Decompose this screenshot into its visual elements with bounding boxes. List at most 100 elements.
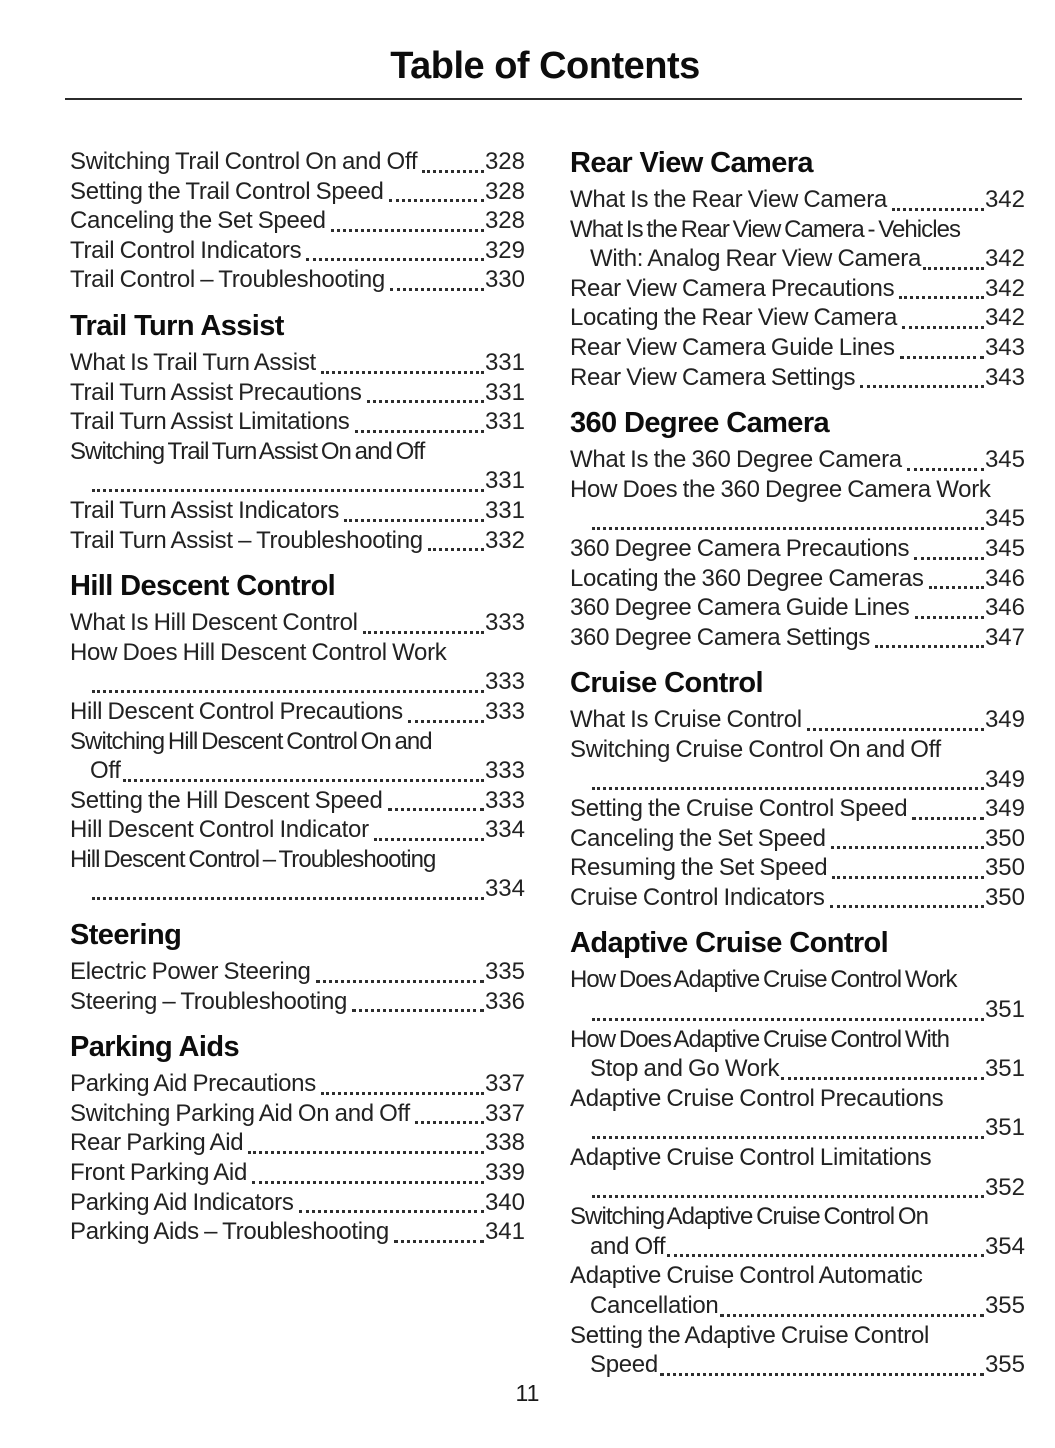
toc-entry-line: Parking Aid Indicators 340 — [70, 1188, 525, 1218]
entry-title: Locating the 360 Degree Cameras — [570, 564, 924, 592]
entry-page-number: 331 — [484, 467, 525, 495]
toc-entry-line: What Is the 360 Degree Camera 345 — [570, 445, 1025, 475]
entry-page-number: 349 — [984, 765, 1025, 793]
section-entries: Switching Trail Control On and Off 328 S… — [70, 147, 525, 295]
entry-page-number: 337 — [484, 1099, 525, 1127]
entry-title: 360 Degree Camera Settings — [570, 623, 871, 651]
section-heading: Rear View Camera — [570, 147, 814, 179]
dot-leader — [875, 645, 984, 649]
dot-leader — [352, 1009, 484, 1013]
toc-entry-line: Hill Descent Control – Troubleshooting — [70, 845, 525, 875]
entry-title: What Is Cruise Control — [570, 706, 802, 734]
toc-entry-line: With: Analog Rear View Camera 342 — [570, 244, 1025, 274]
toc-entry-line: Adaptive Cruise Control Automatic — [570, 1261, 1025, 1291]
entry-page-number: 328 — [484, 177, 525, 205]
entry-title: Trail Turn Assist Indicators — [70, 496, 340, 524]
entry-page-number: 328 — [484, 207, 525, 235]
entry-title: Rear View Camera Settings — [570, 363, 856, 391]
entry-page-number: 333 — [484, 757, 525, 785]
entry-page-number: 342 — [984, 186, 1025, 213]
dot-leader — [366, 400, 484, 404]
entry-page-number: 346 — [984, 594, 1025, 622]
toc-entry-line: Resuming the Set Speed 350 — [570, 853, 1025, 883]
entry-title: Resuming the Set Speed — [570, 854, 828, 882]
entry-title: Setting the Trail Control Speed — [70, 177, 384, 205]
dot-leader — [667, 1254, 984, 1258]
section-heading: Adaptive Cruise Control — [570, 927, 889, 960]
toc-entry-line: 345 — [570, 504, 1025, 534]
dot-leader — [592, 1195, 984, 1199]
entry-page-number: 328 — [484, 148, 525, 175]
entry-page-number: 340 — [484, 1188, 525, 1216]
entry-page-number: 342 — [984, 274, 1025, 302]
entry-page-number: 335 — [484, 958, 525, 986]
toc-entry-line: Switching Parking Aid On and Off 337 — [70, 1099, 525, 1129]
entry-title: Rear View Camera Guide Lines — [570, 333, 895, 361]
dot-leader — [407, 719, 484, 723]
dot-leader — [389, 287, 484, 291]
entry-page-number: 331 — [484, 378, 525, 406]
toc-entry-line: What Is Hill Descent Control 333 — [70, 608, 525, 638]
dot-leader — [720, 1313, 984, 1317]
entry-page-number: 339 — [484, 1159, 525, 1187]
entry-page-number: 336 — [484, 987, 525, 1015]
dot-leader — [906, 467, 984, 471]
entry-page-number: 343 — [984, 363, 1025, 391]
toc-entry-line: Rear View Camera Guide Lines 343 — [570, 333, 1025, 363]
dot-leader — [373, 837, 484, 841]
toc-section: Switching Trail Control On and Off 328 S… — [70, 147, 525, 295]
dot-leader — [891, 207, 984, 211]
toc-entry-line: and Off 354 — [570, 1232, 1025, 1262]
toc-entry-line: Trail Turn Assist Limitations 331 — [70, 407, 525, 437]
dot-leader — [354, 429, 484, 433]
toc-entry-line: Off 333 — [70, 756, 525, 786]
section-heading: Cruise Control — [570, 667, 764, 700]
entry-page-number: 342 — [984, 245, 1025, 273]
entry-title: What Is the Rear View Camera — [570, 186, 887, 213]
toc-section: Parking Aids Parking Aid Precautions 337… — [70, 1031, 525, 1247]
dot-leader — [92, 897, 484, 901]
dot-leader — [330, 228, 484, 232]
toc-entry-line: Hill Descent Control Indicator 334 — [70, 815, 525, 845]
dot-leader — [344, 518, 484, 522]
entry-title: Trail Turn Assist Precautions — [70, 378, 362, 406]
toc-entry-line: 352 — [570, 1173, 1025, 1203]
entry-page-number: 333 — [484, 668, 525, 696]
section-entries: What Is Cruise Control 349 Switching Cru… — [570, 705, 1025, 912]
entry-page-number: 342 — [984, 304, 1025, 332]
toc-entry-line: Trail Turn Assist Indicators 331 — [70, 496, 525, 526]
dot-leader — [92, 689, 484, 693]
entry-page-number: 350 — [984, 854, 1025, 882]
entry-page-number: 355 — [984, 1292, 1025, 1319]
section-entries: Parking Aid Precautions 337 Switching Pa… — [70, 1069, 525, 1247]
toc-entry-line: Front Parking Aid 339 — [70, 1158, 525, 1188]
section-entries: How Does Adaptive Cruise Control Work 35… — [570, 965, 1025, 1379]
dot-leader — [659, 1372, 984, 1376]
toc-entry-line: Electric Power Steering 335 — [70, 957, 525, 987]
entry-page-number: 351 — [984, 996, 1025, 1024]
dot-leader — [832, 875, 984, 879]
entry-page-number: 346 — [984, 564, 1025, 592]
section-heading: Parking Aids — [70, 1031, 240, 1064]
dot-leader — [592, 1017, 984, 1021]
entry-title: How Does Hill Descent Control Work — [70, 638, 447, 666]
section-heading: Hill Descent Control — [70, 570, 336, 603]
entry-title: Front Parking Aid — [70, 1159, 247, 1187]
entry-title: Setting the Adaptive Cruise Control — [570, 1321, 930, 1349]
entry-page-number: 337 — [484, 1070, 525, 1098]
toc-entry-line: 360 Degree Camera Guide Lines 346 — [570, 593, 1025, 623]
toc-section: Cruise Control What Is Cruise Control 34… — [570, 667, 1025, 912]
section-heading: Steering — [70, 919, 182, 952]
toc-entry-line: 333 — [70, 667, 525, 697]
entry-page-number: 345 — [984, 534, 1025, 562]
entry-page-number: 333 — [484, 697, 525, 725]
toc-section: 360 Degree Camera What Is the 360 Degree… — [570, 407, 1025, 652]
entry-title: Setting the Hill Descent Speed — [70, 786, 383, 814]
entry-title: Trail Turn Assist Limitations — [70, 408, 350, 436]
dot-leader — [298, 1210, 484, 1214]
toc-entry-line: Canceling the Set Speed 350 — [570, 824, 1025, 854]
dot-leader — [362, 630, 484, 634]
entry-title: Canceling the Set Speed — [570, 824, 826, 852]
entry-page-number: 351 — [984, 1055, 1025, 1083]
